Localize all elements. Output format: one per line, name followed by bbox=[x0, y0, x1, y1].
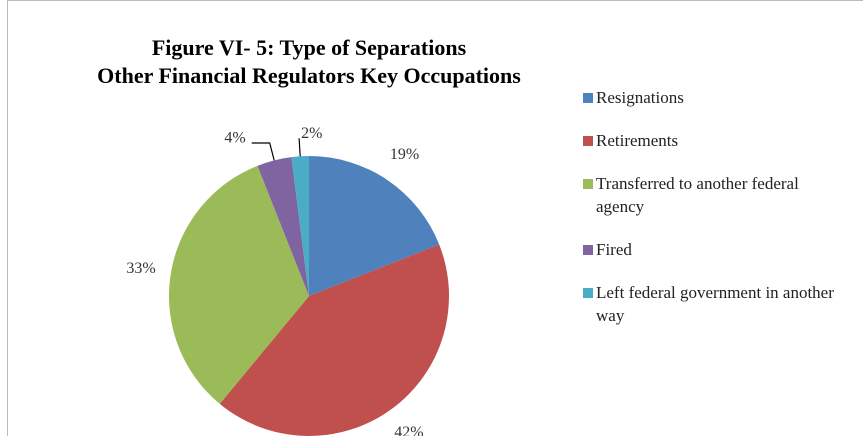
legend-swatch bbox=[583, 179, 593, 189]
legend-item: Retirements bbox=[583, 129, 843, 152]
data-label: 33% bbox=[126, 260, 155, 277]
pie-slice bbox=[168, 165, 309, 404]
data-label: 2% bbox=[301, 125, 322, 142]
legend-swatch bbox=[583, 93, 593, 103]
chart-title: Figure VI- 5: Type of Separations bbox=[152, 35, 467, 60]
legend-item: Transferred to another federal agency bbox=[583, 172, 843, 218]
frame bbox=[7, 0, 863, 436]
chart-subtitle: Other Financial Regulators Key Occupatio… bbox=[97, 63, 521, 88]
legend-item: Left federal government in another way bbox=[583, 281, 843, 327]
legend-label: Resignations bbox=[596, 88, 684, 107]
data-label: 42% bbox=[394, 424, 423, 436]
pie-slice bbox=[309, 156, 440, 296]
legend-label: Fired bbox=[596, 240, 632, 259]
legend-item: Resignations bbox=[583, 86, 843, 109]
legend-label: Transferred to another federal agency bbox=[596, 174, 799, 216]
pie-slice bbox=[219, 244, 449, 436]
legend-swatch bbox=[583, 288, 593, 298]
leader-line bbox=[298, 138, 301, 157]
data-label: 19% bbox=[390, 146, 419, 163]
legend-label: Left federal government in another way bbox=[596, 283, 834, 325]
legend-swatch bbox=[583, 245, 593, 255]
legend: Resignations Retirements Transferred to an… bbox=[583, 86, 843, 347]
pie-slice bbox=[291, 156, 309, 296]
legend-swatch bbox=[583, 136, 593, 146]
leader-line bbox=[251, 142, 275, 161]
legend-label: Retirements bbox=[596, 131, 679, 150]
legend-item: Fired bbox=[583, 238, 843, 261]
data-label: 4% bbox=[224, 130, 245, 147]
pie-slice bbox=[257, 157, 309, 296]
